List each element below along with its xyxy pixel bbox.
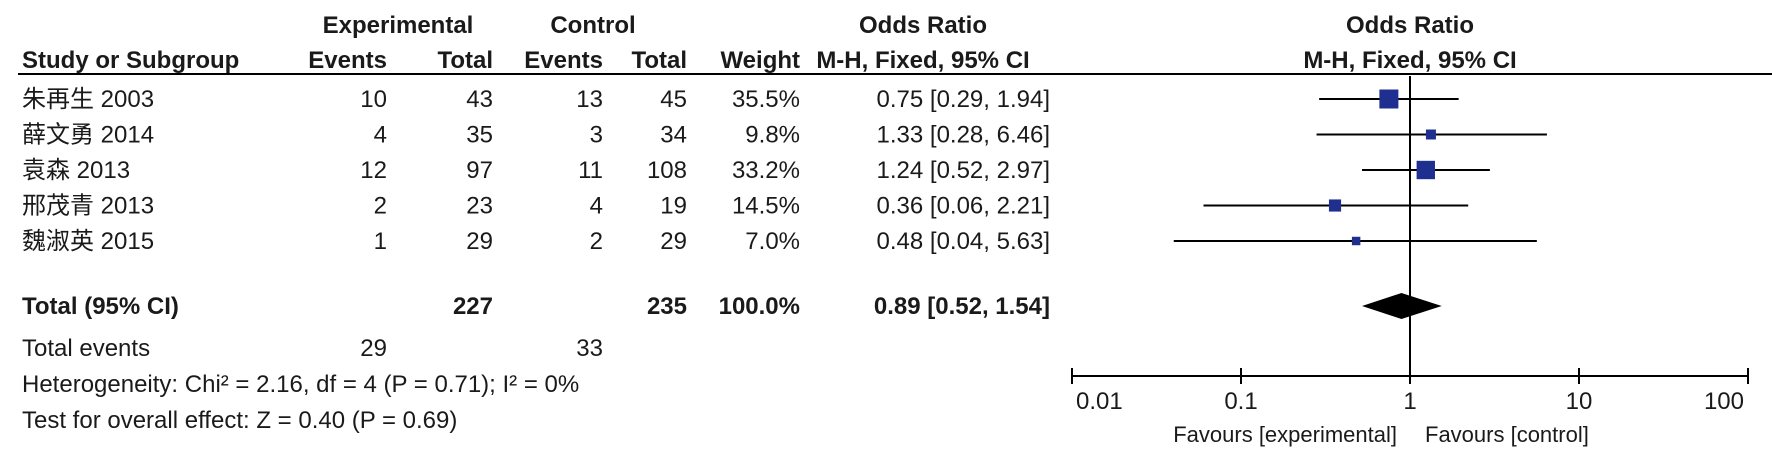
or-ci-cell: 0.48 [0.04, 5.63]	[877, 228, 1050, 255]
study-name: 袁森 2013	[22, 157, 130, 184]
header-plot-method: M-H, Fixed, 95% CI	[1303, 47, 1516, 74]
weight-cell: 14.5%	[732, 193, 800, 220]
weight-cell: 35.5%	[732, 86, 800, 113]
pooled-diamond	[1362, 293, 1442, 319]
plot-area: 0.01 0.1 1 10 100	[1071, 76, 1749, 415]
or-ci-cell: 0.36 [0.06, 2.21]	[877, 193, 1050, 220]
study-marker	[1351, 236, 1361, 246]
exp-total-cell: 97	[466, 157, 493, 184]
x-tick-label: 0.01	[1076, 388, 1123, 415]
study-name: 薛文勇 2014	[22, 122, 154, 149]
total-ctl-total: 235	[647, 293, 687, 320]
x-tick-label: 0.1	[1224, 388, 1257, 415]
exp-events-cell: 2	[374, 193, 387, 220]
study-marker	[1425, 129, 1436, 140]
study-name: 邢茂青 2013	[22, 193, 154, 220]
exp-events-cell: 1	[374, 228, 387, 255]
header-plot-title: Odds Ratio	[1346, 12, 1474, 39]
x-tick-label: 100	[1704, 388, 1744, 415]
total-events-label: Total events	[22, 335, 150, 362]
exp-total-cell: 43	[466, 86, 493, 113]
study-marker	[1416, 160, 1435, 180]
or-ci-cell: 1.33 [0.28, 6.46]	[877, 122, 1050, 149]
study-marker	[1379, 89, 1399, 109]
x-tick-label: 1	[1403, 388, 1416, 415]
header-study: Study or Subgroup	[22, 47, 239, 74]
heterogeneity-text: Heterogeneity: Chi² = 2.16, df = 4 (P = …	[22, 371, 579, 398]
ctl-total-cell: 108	[647, 157, 687, 184]
exp-events-cell: 4	[374, 122, 387, 149]
header-exp-events: Events	[308, 47, 387, 74]
ctl-events-cell: 11	[578, 157, 603, 184]
header-weight: Weight	[720, 47, 800, 74]
study-name: 魏淑英 2015	[22, 228, 154, 255]
ctl-total-cell: 45	[660, 86, 687, 113]
or-ci-cell: 0.75 [0.29, 1.94]	[877, 86, 1050, 113]
weight-cell: 33.2%	[732, 157, 800, 184]
header-experimental: Experimental	[323, 12, 474, 39]
ctl-events-cell: 4	[590, 193, 603, 220]
exp-total-cell: 35	[466, 122, 493, 149]
total-label: Total (95% CI)	[22, 293, 179, 320]
ctl-events-cell: 13	[576, 86, 603, 113]
or-ci-cell: 1.24 [0.52, 2.97]	[877, 157, 1050, 184]
ctl-events-cell: 3	[590, 122, 603, 149]
total-exp-total: 227	[453, 293, 493, 320]
exp-total-cell: 23	[466, 193, 493, 220]
overall-effect-text: Test for overall effect: Z = 0.40 (P = 0…	[22, 407, 457, 434]
favours-left: Favours [experimental]	[1173, 422, 1397, 447]
total-or-ci: 0.89 [0.52, 1.54]	[874, 293, 1050, 320]
exp-events-cell: 10	[360, 86, 387, 113]
study-name: 朱再生 2003	[22, 86, 154, 113]
header-or-title: Odds Ratio	[859, 12, 987, 39]
exp-events-cell: 12	[360, 157, 387, 184]
study-table: 朱再生 2003 10 43 13 45 35.5% 0.75 [0.29, 1.94]薛文…	[22, 86, 1050, 320]
study-marker	[1328, 199, 1342, 212]
total-weight: 100.0%	[719, 293, 800, 320]
weight-cell: 7.0%	[745, 228, 800, 255]
header-ctl-events: Events	[524, 47, 603, 74]
ctl-total-cell: 34	[660, 122, 687, 149]
header-ctl-total: Total	[631, 47, 687, 74]
exp-total-cell: 29	[466, 228, 493, 255]
favours-right: Favours [control]	[1425, 422, 1589, 447]
header-control: Control	[550, 12, 635, 39]
header-exp-total: Total	[437, 47, 493, 74]
ctl-total-cell: 19	[660, 193, 687, 220]
x-tick-label: 10	[1566, 388, 1593, 415]
ctl-events-cell: 2	[590, 228, 603, 255]
total-events-exp: 29	[360, 335, 387, 362]
ctl-total-cell: 29	[660, 228, 687, 255]
header-or-method: M-H, Fixed, 95% CI	[816, 47, 1029, 74]
weight-cell: 9.8%	[745, 122, 800, 149]
total-events-ctl: 33	[576, 335, 603, 362]
